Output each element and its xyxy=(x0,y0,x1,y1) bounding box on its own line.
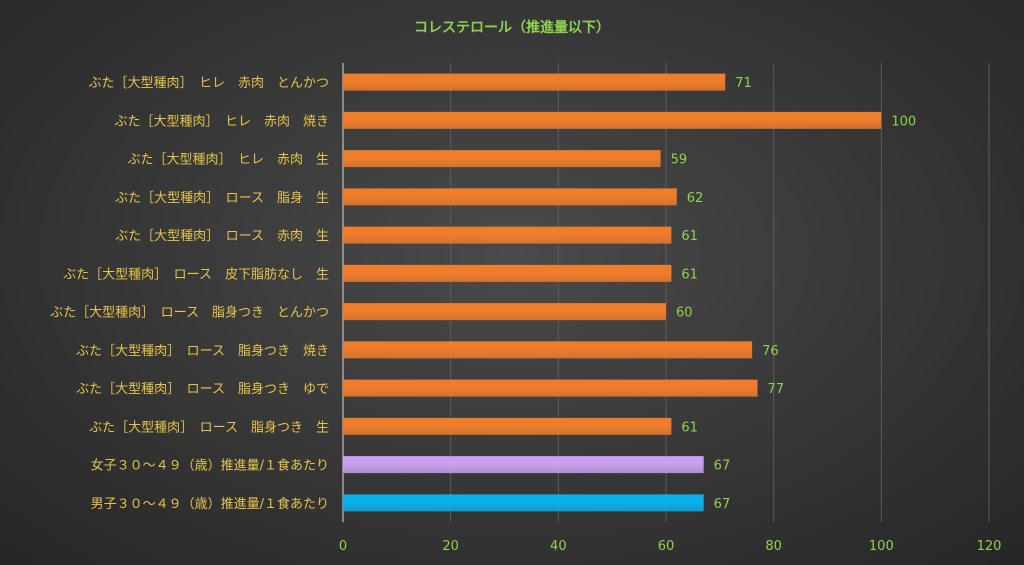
category-label-8: ぶた［大型種肉］ ロース 脂身つき ゆで xyxy=(76,381,329,397)
category-label-2: ぶた［大型種肉］ ヒレ 赤肉 生 xyxy=(127,152,329,168)
x-tick-label-0: 0 xyxy=(339,539,347,554)
x-tick-label-6: 120 xyxy=(977,539,1002,554)
category-label-10: 女子３０～４９（歳）推進量/１食あたり xyxy=(91,458,329,474)
value-labels: 71 100 59 62 61 61 60 76 77 61 67 67 xyxy=(671,76,917,512)
value-label-6: 60 xyxy=(676,306,693,321)
bar-8 xyxy=(343,379,758,397)
bar-9 xyxy=(343,417,672,435)
category-label-6: ぶた［大型種肉］ ロース 脂身つき とんかつ xyxy=(50,305,329,321)
category-label-11: 男子３０～４９（歳）推進量/１食あたり xyxy=(91,496,329,512)
value-label-9: 61 xyxy=(681,420,698,435)
value-label-11: 67 xyxy=(714,497,731,512)
grid-lines xyxy=(342,63,990,522)
x-tick-label-2: 40 xyxy=(550,539,567,554)
x-tick-label-4: 80 xyxy=(765,539,782,554)
value-label-1: 100 xyxy=(891,114,916,129)
x-tick-label-5: 100 xyxy=(869,539,894,554)
bar-3 xyxy=(343,188,677,206)
bar-4 xyxy=(343,226,672,244)
bar-5 xyxy=(343,264,672,282)
bar-7 xyxy=(343,341,753,359)
bar-6 xyxy=(343,303,666,321)
x-tick-label-1: 20 xyxy=(442,539,459,554)
bar-1 xyxy=(343,111,882,129)
value-label-3: 62 xyxy=(687,191,704,206)
x-tick-label-3: 60 xyxy=(658,539,675,554)
category-label-4: ぶた［大型種肉］ ロース 赤肉 生 xyxy=(115,228,329,244)
bar-2 xyxy=(343,150,661,168)
value-label-0: 71 xyxy=(735,76,752,91)
bar-11 xyxy=(343,494,704,512)
bar-0 xyxy=(343,73,726,91)
value-label-4: 61 xyxy=(681,229,698,244)
bar-10 xyxy=(343,456,704,474)
value-label-2: 59 xyxy=(671,153,688,168)
category-label-1: ぶた［大型種肉］ ヒレ 赤肉 焼き xyxy=(114,113,329,129)
value-label-8: 77 xyxy=(768,382,785,397)
bars xyxy=(343,73,882,512)
category-label-5: ぶた［大型種肉］ ロース 皮下脂肪なし 生 xyxy=(63,266,329,282)
value-label-10: 67 xyxy=(714,459,731,474)
chart-title: コレステロール（推進量以下） xyxy=(414,19,610,36)
category-label-3: ぶた［大型種肉］ ロース 脂身 生 xyxy=(115,190,329,206)
category-label-9: ぶた［大型種肉］ ロース 脂身つき 生 xyxy=(89,419,329,435)
category-label-0: ぶた［大型種肉］ ヒレ 赤肉 とんかつ xyxy=(88,75,329,91)
category-label-7: ぶた［大型種肉］ ロース 脂身つき 焼き xyxy=(76,343,329,359)
value-label-7: 76 xyxy=(762,344,779,359)
value-label-5: 61 xyxy=(681,267,698,282)
x-tick-labels: 0 20 40 60 80 100 120 xyxy=(339,539,1002,554)
